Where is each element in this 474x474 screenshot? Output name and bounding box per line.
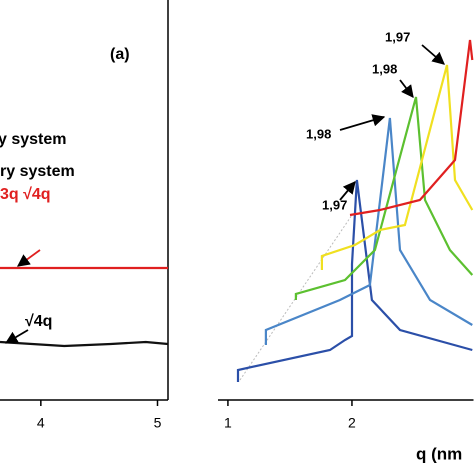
x-tick-label: 2 [348,415,356,431]
x-tick-label: 5 [154,415,162,431]
annotation: 1,98 [306,126,331,141]
annotation-arrow [16,249,41,267]
annotation-arrow [421,44,445,65]
annotation: 1,97 [322,197,347,212]
annotation-arrow [339,114,386,131]
series-line [264,117,473,345]
x-axis-label: q (nm [416,444,462,463]
x-tick-label: 1 [224,415,232,431]
baseline-guide [239,214,353,381]
annotation: 3q √4q [0,186,51,203]
x-tick-label: 4 [37,415,45,431]
series-line [294,96,474,300]
annotation-arrow [399,79,414,99]
annotation: ry system [0,163,75,180]
series-line [0,340,169,348]
annotation: y system [0,131,67,148]
annotation: 1,98 [372,61,397,76]
annotation: (a) [110,46,130,63]
annotation-arrow [4,329,29,344]
annotation: 1,97 [385,29,410,44]
annotation-arrow [339,181,356,201]
annotation: √4q [25,313,52,330]
series-line [349,39,474,217]
series-line [236,179,473,382]
